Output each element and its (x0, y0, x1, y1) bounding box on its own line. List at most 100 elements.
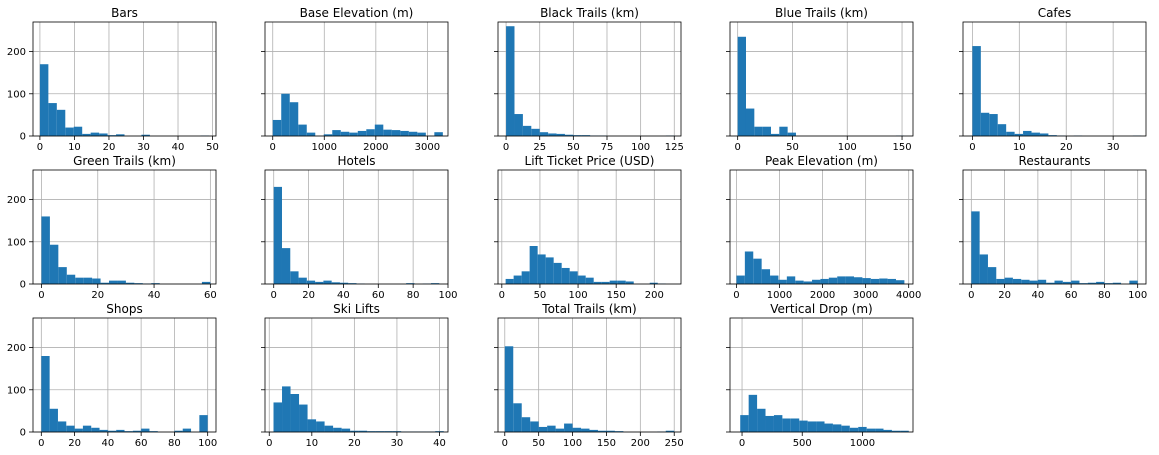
histogram-bar (375, 431, 385, 432)
histogram-bar (1014, 133, 1024, 136)
histogram-bar (665, 430, 675, 432)
histogram-bar (606, 430, 615, 432)
x-tick-label: 0 (739, 438, 745, 449)
histogram-bar (174, 430, 183, 432)
histogram-bar (400, 130, 409, 136)
histogram-bar (434, 132, 443, 136)
histogram-bar (281, 93, 290, 136)
histogram-bar (770, 275, 779, 284)
histogram-bar (75, 277, 84, 284)
subplot-title: Black Trails (km) (540, 6, 639, 20)
axes-frame (729, 21, 914, 137)
x-tick-label: 0 (733, 290, 739, 301)
histogram-bar (1129, 280, 1138, 284)
histogram-bar (1039, 133, 1049, 136)
subplot-base-elevation: Base Elevation (m) 0 1000 2000 3000 (261, 6, 449, 153)
histogram-bar (1071, 280, 1080, 284)
axes-frame (962, 21, 1147, 137)
y-tick-label: 0 (20, 280, 26, 291)
histogram-bar (341, 428, 351, 432)
histogram-bar (522, 125, 532, 136)
histogram-bar (581, 135, 591, 136)
histogram-bar (1104, 283, 1113, 284)
histogram-bar (569, 271, 578, 284)
histogram-bar (601, 281, 610, 284)
histogram-bar (531, 128, 540, 136)
histogram-bar (141, 134, 150, 136)
histogram-bar (125, 282, 135, 284)
x-tick-label: 1000 (312, 142, 337, 153)
histogram-bar (866, 428, 876, 432)
histogram-bar (315, 281, 324, 284)
histogram-bar (504, 346, 514, 432)
histogram-bar (281, 248, 291, 284)
histogram-bar (1096, 281, 1105, 284)
x-tick-label: 50 (786, 142, 799, 153)
subplot-shops: Shops 0 20 40 60 80 100 0 100 200 (7, 302, 217, 449)
histogram-bar (366, 129, 375, 136)
histogram-bar (589, 429, 598, 432)
histogram-bar (90, 132, 100, 136)
x-tick-label: 3000 (853, 290, 878, 301)
histogram-bar (199, 415, 208, 432)
x-tick-label: 100 (631, 142, 650, 153)
y-tick-label: 200 (7, 343, 26, 354)
histogram-bar (374, 124, 384, 136)
histogram-bar (773, 415, 783, 432)
histogram-bar (339, 282, 349, 284)
histogram-bar (971, 211, 980, 284)
histogram-bar (581, 428, 590, 432)
x-tick-label: 4000 (896, 290, 921, 301)
histogram-bar (408, 131, 418, 136)
x-tick-label: 200 (631, 438, 650, 449)
histogram-bar (107, 430, 117, 432)
histogram-bar (298, 277, 307, 284)
histogram-bar (1048, 135, 1057, 136)
subplot-bars: Bars 0 10 20 30 40 50 0 100 200 (7, 6, 219, 153)
axes-frame (497, 21, 682, 137)
x-tick-label: 0 (503, 142, 509, 153)
histogram-bar (149, 431, 158, 432)
x-tick-label: 40 (337, 290, 350, 301)
histogram-bar (299, 404, 308, 432)
x-tick-label: 1000 (767, 290, 792, 301)
histogram-bar (357, 130, 367, 136)
axes-frame (497, 317, 682, 433)
histogram-bar (900, 430, 909, 432)
histogram-bar (323, 134, 333, 136)
histogram-bar (1079, 283, 1088, 284)
y-tick-label: 200 (7, 195, 26, 206)
x-tick-label: 250 (665, 438, 684, 449)
x-tick-label: 0 (38, 290, 44, 301)
histogram-bar (740, 415, 749, 432)
histogram-bar (340, 131, 350, 136)
histogram-bar (82, 133, 91, 136)
histogram-bar (548, 133, 557, 136)
histogram-bar (92, 278, 101, 284)
histogram-bar (323, 280, 332, 284)
x-tick-label: 20 (91, 290, 104, 301)
x-tick-label: 100 (198, 438, 217, 449)
x-tick-label: 125 (665, 142, 684, 153)
subplot-cafes: Cafes 0 10 20 30 (959, 6, 1147, 153)
histogram-bar (324, 425, 334, 432)
histogram-bar (384, 431, 393, 432)
x-tick-label: 100 (838, 142, 857, 153)
axes-frame (264, 169, 449, 285)
histogram-bar (1087, 282, 1097, 284)
histogram-bar (845, 276, 855, 284)
histogram-bar (289, 102, 299, 136)
histogram-bar (997, 124, 1007, 136)
axes-frame (264, 317, 449, 433)
x-tick-label: 0 (969, 142, 975, 153)
histogram-bar (1023, 130, 1032, 136)
histogram-bar (807, 421, 817, 432)
histogram-bar (748, 394, 758, 432)
subplot-title: Vertical Drop (m) (770, 302, 872, 316)
subplot-black-trails: Black Trails (km) 0 25 50 75 100 125 (494, 6, 684, 153)
histogram-bar (74, 428, 83, 432)
histogram-bar (66, 425, 75, 432)
histogram-bar (782, 418, 791, 432)
histogram-bar (350, 430, 359, 432)
histogram-bar (545, 257, 554, 284)
